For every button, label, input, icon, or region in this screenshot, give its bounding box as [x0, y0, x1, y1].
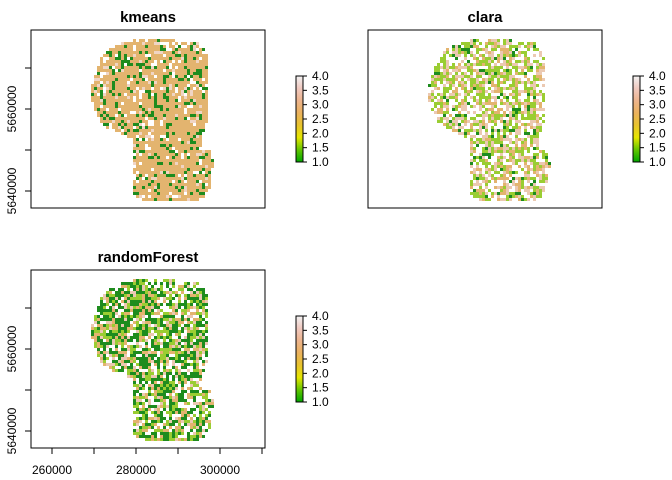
- legend-randomforest: 4.03.53.02.52.01.51.0: [295, 309, 329, 409]
- legend-label: 2.5: [649, 112, 666, 126]
- panel-title-kmeans: kmeans: [120, 9, 176, 26]
- legend-label: 1.5: [312, 381, 329, 395]
- legend-label: 1.0: [649, 155, 666, 169]
- legend-label: 1.5: [649, 141, 666, 155]
- legend-label: 2.0: [312, 366, 329, 380]
- legend-label: 2.0: [312, 126, 329, 140]
- raster-map-randomforest: [91, 279, 214, 441]
- raster-map-kmeans: [91, 39, 214, 201]
- legend-label: 3.5: [649, 83, 666, 97]
- legend-label: 4.0: [649, 69, 666, 83]
- legend-label: 3.5: [312, 83, 329, 97]
- legend-label: 3.0: [312, 338, 329, 352]
- legend-label: 4.0: [312, 69, 329, 83]
- y-tick-label-5660000: 5660000: [5, 85, 19, 132]
- legend-label: 1.5: [312, 141, 329, 155]
- legend-label: 2.5: [312, 112, 329, 126]
- legend-label: 3.0: [649, 98, 666, 112]
- panel-clara: clara 4.03.53.02.52.01.51.0: [367, 9, 666, 209]
- legend-clara: 4.03.53.02.52.01.51.0: [632, 69, 666, 169]
- y-tick-label-5640000-bottom: 5640000: [5, 407, 19, 454]
- x-tick-label-260000: 260000: [32, 463, 72, 477]
- legend-label: 3.5: [312, 323, 329, 337]
- panel-title-clara: clara: [467, 9, 503, 26]
- legend-color-bar: [295, 75, 304, 163]
- legend-color-bar: [632, 75, 641, 163]
- legend-color-bar: [295, 315, 304, 403]
- y-tick-label-5660000-bottom: 5660000: [5, 325, 19, 372]
- raster-map-clara: [428, 39, 551, 201]
- y-axis-kmeans: 5660000 5640000: [5, 67, 32, 214]
- x-tick-label-280000: 280000: [116, 463, 156, 477]
- legend-label: 2.5: [312, 352, 329, 366]
- legend-label: 1.0: [312, 155, 329, 169]
- y-tick-label-5640000: 5640000: [5, 167, 19, 214]
- panel-kmeans: kmeans 4.03.53.02.52.01.51.0: [30, 9, 329, 209]
- panel-title-randomforest: randomForest: [98, 249, 199, 266]
- legend-label: 2.0: [649, 126, 666, 140]
- plot-frame-clara: [367, 29, 603, 209]
- legend-label: 4.0: [312, 309, 329, 323]
- x-tick-label-300000: 300000: [200, 463, 240, 477]
- x-axis-randomforest: 260000 280000 300000: [32, 447, 263, 477]
- legend-kmeans: 4.03.53.02.52.01.51.0: [295, 69, 329, 169]
- legend-label: 3.0: [312, 98, 329, 112]
- y-axis-randomforest: 5660000 5640000: [5, 307, 32, 454]
- legend-label: 1.0: [312, 395, 329, 409]
- panel-randomforest: randomForest 4.03.53.02.52.01.51.0: [30, 249, 329, 449]
